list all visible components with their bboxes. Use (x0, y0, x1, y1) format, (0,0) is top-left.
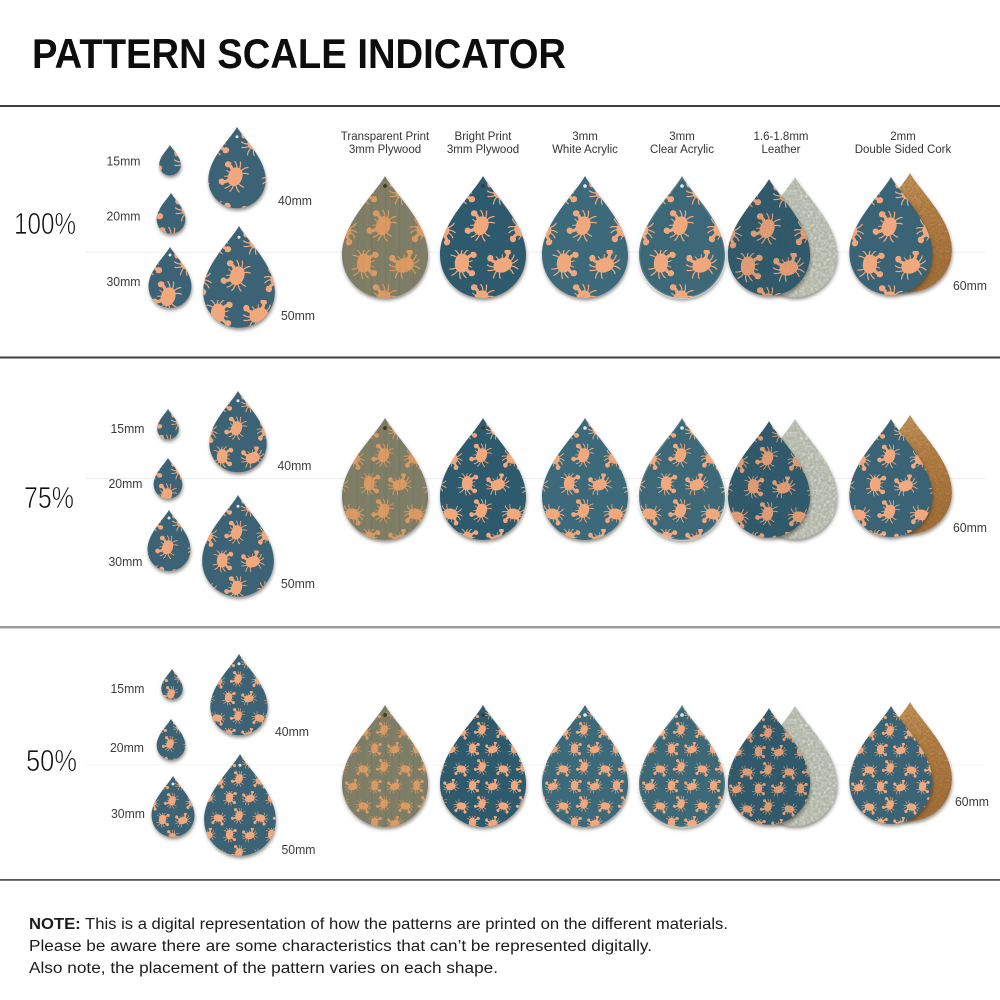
svg-text:Bright Print: Bright Print (455, 131, 513, 143)
svg-text:2mm: 2mm (890, 131, 916, 143)
svg-text:Please be aware there are some: Please be aware there are some character… (29, 938, 652, 955)
svg-text:PATTERN SCALE INDICATOR: PATTERN SCALE INDICATOR (32, 30, 566, 77)
svg-text:20mm: 20mm (109, 477, 143, 491)
svg-text:75%: 75% (24, 480, 74, 515)
svg-text:15mm: 15mm (107, 155, 141, 169)
svg-text:Leather: Leather (761, 144, 800, 156)
svg-text:Transparent Print: Transparent Print (341, 131, 430, 143)
svg-text:15mm: 15mm (111, 682, 145, 696)
svg-text:15mm: 15mm (111, 422, 145, 436)
svg-text:Also note, the placement of th: Also note, the placement of the pattern … (29, 960, 498, 977)
svg-text:30mm: 30mm (111, 807, 145, 821)
svg-text:20mm: 20mm (107, 210, 141, 224)
svg-text:3mm: 3mm (669, 131, 695, 143)
svg-text:30mm: 30mm (109, 555, 143, 569)
svg-text:60mm: 60mm (953, 521, 987, 535)
svg-text:40mm: 40mm (275, 725, 309, 739)
svg-text:60mm: 60mm (953, 279, 987, 293)
svg-text:40mm: 40mm (278, 194, 312, 208)
svg-text:50mm: 50mm (281, 577, 315, 591)
svg-text:NOTE: This is a digital repres: NOTE: This is a digital representation o… (29, 916, 728, 933)
svg-text:30mm: 30mm (107, 275, 141, 289)
svg-text:Clear Acrylic: Clear Acrylic (650, 144, 714, 156)
svg-text:50mm: 50mm (281, 309, 315, 323)
svg-text:50%: 50% (26, 743, 77, 778)
svg-text:40mm: 40mm (278, 459, 312, 473)
svg-text:3mm Plywood: 3mm Plywood (349, 144, 421, 156)
svg-text:60mm: 60mm (955, 795, 989, 809)
svg-text:3mm: 3mm (572, 131, 598, 143)
svg-text:50mm: 50mm (282, 843, 316, 857)
svg-text:100%: 100% (14, 206, 76, 241)
svg-text:Double Sided Cork: Double Sided Cork (855, 144, 952, 156)
svg-text:3mm Plywood: 3mm Plywood (447, 144, 519, 156)
svg-text:White Acrylic: White Acrylic (552, 144, 618, 156)
svg-text:1.6-1.8mm: 1.6-1.8mm (754, 131, 809, 143)
svg-text:20mm: 20mm (110, 741, 144, 755)
